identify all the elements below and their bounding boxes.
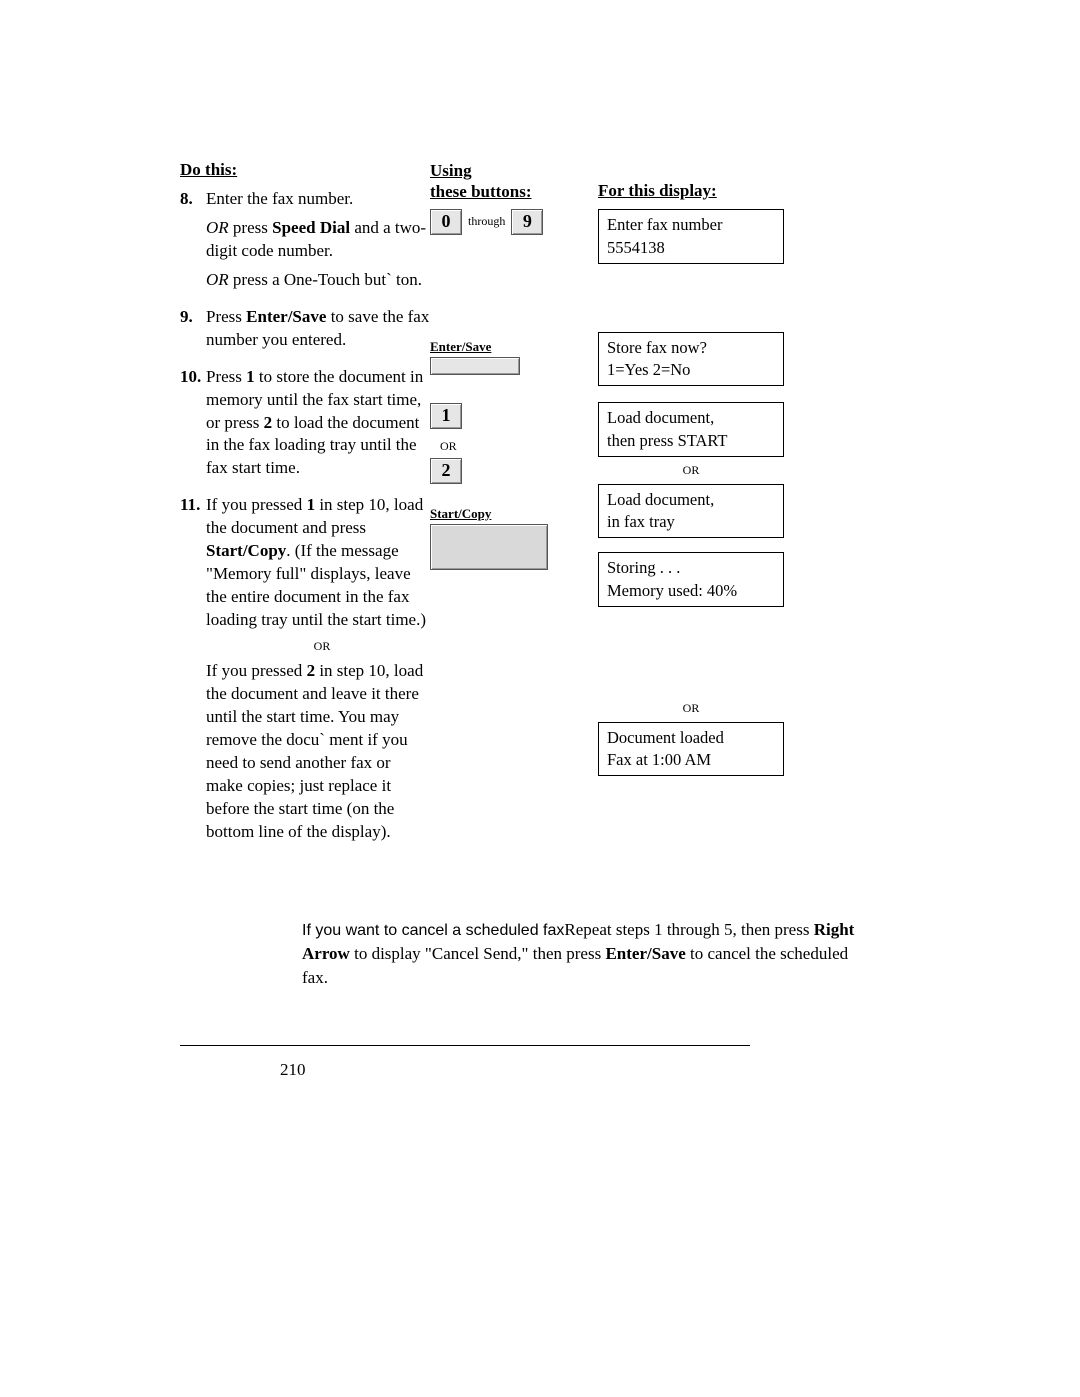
d11b-l2: Fax at 1:00 AM (607, 749, 775, 771)
step-8-alt-2: OR press a One-Touch but` ton. (206, 269, 430, 292)
step-8-or-2: OR (206, 270, 229, 289)
display-step-11a: Storing . . . Memory used: 40% (598, 552, 784, 607)
column-buttons: Using these buttons: 0 through 9 Enter/S… (430, 160, 592, 570)
hb-l2: these buttons: (430, 182, 532, 201)
s11-b: 1 (307, 495, 316, 514)
cancel-ra: Repeat steps 1 through 5, then press (564, 920, 813, 939)
cancel-rd: Enter/Save (605, 944, 685, 963)
spacer-3 (430, 484, 592, 496)
display-step-10-or: OR (598, 463, 784, 478)
d10b-l1: Load document, (607, 489, 775, 511)
spacer-c1 (598, 264, 784, 324)
display-step-9: Store fax now? 1=Yes 2=No (598, 332, 784, 387)
s11-a: If you pressed (206, 495, 307, 514)
start-copy-label: Start/Copy (430, 506, 592, 522)
step-8-or-1: OR (206, 218, 229, 237)
column-do-this: Do this: Enter the fax number. OR press … (180, 160, 430, 858)
step-10: Press 1 to store the document in memory … (180, 366, 430, 481)
header-display: For this display: (598, 180, 784, 201)
step-8-text-1: Enter the fax number. (206, 189, 353, 208)
s11-d: Start/Copy (206, 541, 286, 560)
d11a-l2: Memory used: 40% (607, 580, 775, 602)
hb-l1: Using (430, 161, 472, 180)
key-enter-save[interactable] (430, 357, 520, 375)
step-9: Press Enter/Save to save the fax number … (180, 306, 430, 352)
key-0[interactable]: 0 (430, 209, 462, 235)
spacer-2 (430, 375, 592, 393)
step-11-or: OR (232, 638, 412, 654)
d9-l1: Store fax now? (607, 337, 775, 359)
header-do-this: Do this: (180, 160, 430, 180)
cancel-rc: to display "Cancel Send," then press (350, 944, 606, 963)
steps-list: Enter the fax number. OR press Speed Dia… (180, 188, 430, 844)
step-11: If you pressed 1 in step 10, load the do… (180, 494, 430, 843)
display-step-10a: Load document, then press START (598, 402, 784, 457)
key-9[interactable]: 9 (511, 209, 543, 235)
step-8: Enter the fax number. OR press Speed Dia… (180, 188, 430, 292)
column-display: For this display: Enter fax number 55541… (598, 160, 784, 776)
page-number: 210 (280, 1060, 306, 1080)
d11b-l1: Document loaded (607, 727, 775, 749)
step-8-alt-1: OR press Speed Dial and a two-digit code… (206, 217, 430, 263)
step-8-t2a: press (229, 218, 272, 237)
d9-l2: 1=Yes 2=No (607, 359, 775, 381)
step-8-keys: 0 through 9 (430, 209, 592, 235)
step-9-tb: Enter/Save (246, 307, 326, 326)
display-step-8: Enter fax number 5554138 (598, 209, 784, 264)
step-8-speed-dial: Speed Dial (272, 218, 350, 237)
three-column-layout: Do this: Enter the fax number. OR press … (180, 160, 900, 858)
step-8-t3: press a One-Touch but` ton. (229, 270, 422, 289)
display-step-11-or: OR (598, 701, 784, 716)
d8-l1: Enter fax number (607, 214, 775, 236)
key-start-copy[interactable] (430, 524, 548, 570)
spacer-1 (430, 235, 592, 329)
d10a-l1: Load document, (607, 407, 775, 429)
d10a-l2: then press START (607, 430, 775, 452)
spacer-c2 (598, 386, 784, 394)
cancel-note: If you want to cancel a scheduled faxRep… (302, 918, 862, 990)
step-11-p2: If you pressed 2 in step 10, load the do… (206, 660, 430, 844)
header-buttons: Using these buttons: (430, 160, 592, 203)
key-through-label: through (468, 214, 505, 229)
key-2[interactable]: 2 (430, 458, 462, 484)
spacer-c4 (598, 607, 784, 695)
enter-save-label: Enter/Save (430, 339, 592, 355)
step-10-key-2-row: 2 (430, 458, 592, 484)
page-content: Do this: Enter the fax number. OR press … (180, 160, 900, 990)
step-10-text: Press 1 to store the document in memory … (206, 367, 423, 478)
step-10-key-1-row: 1 (430, 403, 592, 429)
d10b-l2: in fax tray (607, 511, 775, 533)
cancel-lead: If you want to cancel a scheduled fax (302, 922, 564, 939)
d8-l2: 5554138 (607, 237, 775, 259)
step-9-ta: Press (206, 307, 246, 326)
display-step-10b: Load document, in fax tray (598, 484, 784, 539)
key-1[interactable]: 1 (430, 403, 462, 429)
step-10-or: OR (440, 439, 592, 454)
step-11-p1: If you pressed 1 in step 10, load the do… (206, 495, 426, 629)
d11a-l1: Storing . . . (607, 557, 775, 579)
footer-rule (180, 1045, 750, 1046)
display-step-11b: Document loaded Fax at 1:00 AM (598, 722, 784, 777)
spacer-c3 (598, 538, 784, 544)
